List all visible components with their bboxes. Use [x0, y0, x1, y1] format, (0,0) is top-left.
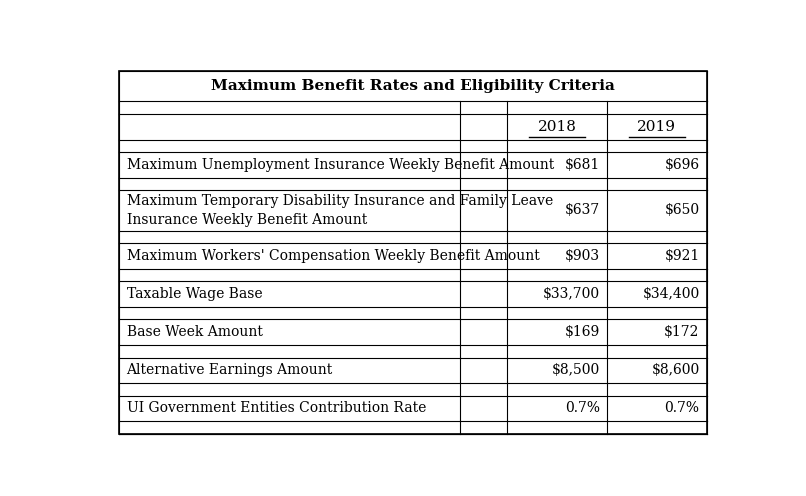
Text: UI Government Entities Contribution Rate: UI Government Entities Contribution Rate [127, 401, 426, 415]
Text: $8,500: $8,500 [551, 363, 600, 377]
Text: $637: $637 [564, 203, 600, 217]
Text: Maximum Unemployment Insurance Weekly Benefit Amount: Maximum Unemployment Insurance Weekly Be… [127, 158, 554, 172]
Text: $903: $903 [565, 249, 600, 263]
Text: $34,400: $34,400 [642, 287, 700, 301]
Text: $650: $650 [664, 203, 700, 217]
Text: Alternative Earnings Amount: Alternative Earnings Amount [127, 363, 333, 377]
Text: 2019: 2019 [638, 120, 676, 134]
Text: Base Week Amount: Base Week Amount [127, 325, 263, 339]
Text: $172: $172 [664, 325, 700, 339]
Text: Maximum Temporary Disability Insurance and Family Leave
Insurance Weekly Benefit: Maximum Temporary Disability Insurance a… [127, 194, 553, 227]
Text: $921: $921 [664, 249, 700, 263]
Text: $169: $169 [564, 325, 600, 339]
Text: 0.7%: 0.7% [565, 401, 600, 415]
Text: $8,600: $8,600 [651, 363, 700, 377]
Text: Maximum Benefit Rates and Eligibility Criteria: Maximum Benefit Rates and Eligibility Cr… [211, 79, 615, 93]
Text: 2018: 2018 [538, 120, 576, 134]
Text: 0.7%: 0.7% [665, 401, 700, 415]
Text: $33,700: $33,700 [542, 287, 600, 301]
Text: $696: $696 [664, 158, 700, 172]
Text: Taxable Wage Base: Taxable Wage Base [127, 287, 262, 301]
Text: $681: $681 [564, 158, 600, 172]
Text: Maximum Workers' Compensation Weekly Benefit Amount: Maximum Workers' Compensation Weekly Ben… [127, 249, 539, 263]
